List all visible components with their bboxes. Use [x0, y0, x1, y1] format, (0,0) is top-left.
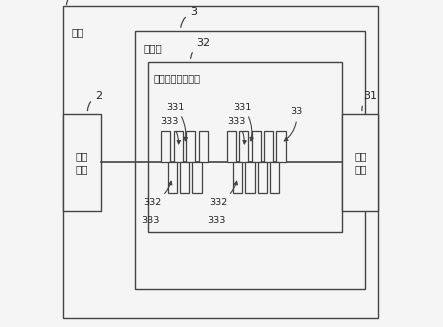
Text: 壳体: 壳体: [71, 27, 84, 37]
Text: 332: 332: [209, 181, 237, 207]
Bar: [270, 162, 280, 193]
Text: 333: 333: [207, 216, 226, 225]
Bar: [148, 62, 342, 232]
Text: 32: 32: [190, 38, 210, 59]
Text: 331: 331: [166, 103, 187, 141]
Bar: [135, 31, 365, 289]
Text: 331: 331: [233, 103, 253, 141]
Bar: [264, 131, 273, 162]
Bar: [186, 131, 195, 162]
Text: 电路板: 电路板: [143, 43, 162, 54]
Bar: [167, 162, 177, 193]
Text: 天线
单元: 天线 单元: [75, 151, 88, 174]
Bar: [276, 131, 286, 162]
Text: 333: 333: [227, 117, 246, 144]
Bar: [198, 131, 208, 162]
Bar: [192, 162, 202, 193]
Bar: [161, 131, 171, 162]
Bar: [342, 114, 378, 211]
Text: 333: 333: [160, 117, 180, 144]
Bar: [239, 131, 249, 162]
Bar: [258, 162, 267, 193]
Text: 33: 33: [284, 108, 303, 141]
Bar: [63, 114, 101, 211]
Text: 处理
单元: 处理 单元: [354, 151, 367, 174]
Text: 332: 332: [143, 181, 172, 207]
Text: 3: 3: [181, 7, 197, 27]
Text: 333: 333: [141, 216, 160, 225]
Bar: [227, 131, 236, 162]
Bar: [180, 162, 189, 193]
Text: 1: 1: [66, 0, 84, 5]
Text: 讯号传输电路单元: 讯号传输电路单元: [154, 74, 201, 84]
Text: 2: 2: [87, 91, 102, 111]
Bar: [245, 162, 255, 193]
Bar: [233, 162, 242, 193]
Bar: [252, 131, 261, 162]
Bar: [174, 131, 183, 162]
Text: 31: 31: [362, 91, 377, 111]
